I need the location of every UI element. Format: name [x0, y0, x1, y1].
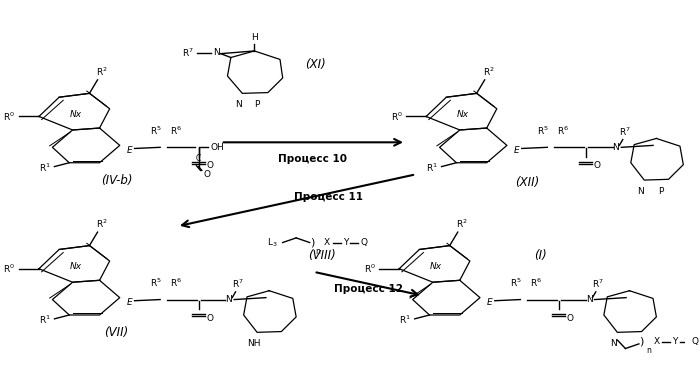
Text: N: N [586, 295, 592, 304]
Text: N: N [213, 48, 219, 57]
Text: N: N [225, 295, 232, 304]
Text: N: N [612, 143, 620, 152]
Text: R$^6$: R$^6$ [530, 276, 542, 289]
Text: O: O [206, 161, 214, 170]
Text: R$^5$: R$^5$ [510, 276, 522, 289]
Text: Процесс 10: Процесс 10 [279, 154, 347, 164]
Text: (IV-b): (IV-b) [101, 174, 132, 187]
Text: O: O [594, 161, 601, 170]
Text: X: X [653, 337, 659, 346]
Text: (XI): (XI) [305, 58, 326, 71]
Text: R$^1$: R$^1$ [426, 161, 438, 174]
Text: Процесс 11: Процесс 11 [294, 192, 363, 202]
Text: R$^7$: R$^7$ [232, 278, 244, 290]
Text: Nx: Nx [70, 262, 82, 271]
Text: (XII): (XII) [515, 176, 539, 188]
Text: n: n [315, 247, 320, 256]
Text: R$^1$: R$^1$ [399, 314, 411, 326]
Text: R$^7$: R$^7$ [182, 47, 194, 59]
Text: NH: NH [247, 339, 260, 348]
Text: Q: Q [360, 238, 368, 247]
Text: R$^2$: R$^2$ [483, 66, 495, 78]
Text: O: O [204, 170, 211, 179]
Text: Nx: Nx [430, 262, 442, 271]
Text: R$^0$: R$^0$ [4, 262, 15, 275]
Text: Nx: Nx [457, 110, 469, 119]
Text: O: O [206, 314, 214, 323]
Text: E: E [127, 298, 133, 307]
Text: R$^2$: R$^2$ [456, 218, 468, 230]
Text: P: P [254, 100, 260, 109]
Text: E: E [514, 145, 520, 154]
Text: R$^6$: R$^6$ [169, 276, 182, 289]
Text: P: P [658, 187, 663, 196]
Text: (VII): (VII) [104, 326, 129, 339]
Text: R$^0$: R$^0$ [364, 262, 376, 275]
Text: O: O [567, 314, 574, 323]
Text: X: X [324, 238, 330, 247]
Text: R$^1$: R$^1$ [38, 161, 50, 174]
Text: R$^6$: R$^6$ [556, 124, 569, 136]
Text: Процесс 12: Процесс 12 [335, 284, 403, 294]
Text: n: n [646, 346, 651, 355]
Text: N: N [638, 187, 644, 196]
Text: R$^2$: R$^2$ [96, 218, 107, 230]
Text: C: C [196, 154, 201, 163]
Text: (VIII): (VIII) [308, 249, 335, 262]
Text: E: E [487, 298, 493, 307]
Text: R$^1$: R$^1$ [38, 314, 50, 326]
Text: L$_3$: L$_3$ [267, 236, 278, 249]
Text: ): ) [639, 336, 643, 346]
Text: R$^2$: R$^2$ [96, 66, 107, 78]
Text: R$^0$: R$^0$ [391, 110, 402, 123]
Text: N: N [610, 339, 617, 348]
Text: R$^7$: R$^7$ [620, 125, 631, 138]
Text: R$^0$: R$^0$ [4, 110, 15, 123]
Text: Nx: Nx [70, 110, 82, 119]
Text: ): ) [309, 237, 314, 248]
Text: R$^7$: R$^7$ [592, 278, 604, 290]
Text: N: N [236, 100, 242, 109]
Text: Y: Y [672, 337, 678, 346]
Text: R$^5$: R$^5$ [150, 276, 161, 289]
Text: OH: OH [211, 143, 225, 152]
Text: R$^5$: R$^5$ [537, 124, 549, 136]
Text: E: E [127, 145, 133, 154]
Text: H: H [251, 34, 258, 43]
Text: R$^5$: R$^5$ [150, 124, 161, 136]
Text: (I): (I) [534, 249, 547, 262]
Text: Y: Y [342, 238, 348, 247]
Text: R$^6$: R$^6$ [169, 124, 182, 136]
Text: Q: Q [692, 337, 699, 346]
